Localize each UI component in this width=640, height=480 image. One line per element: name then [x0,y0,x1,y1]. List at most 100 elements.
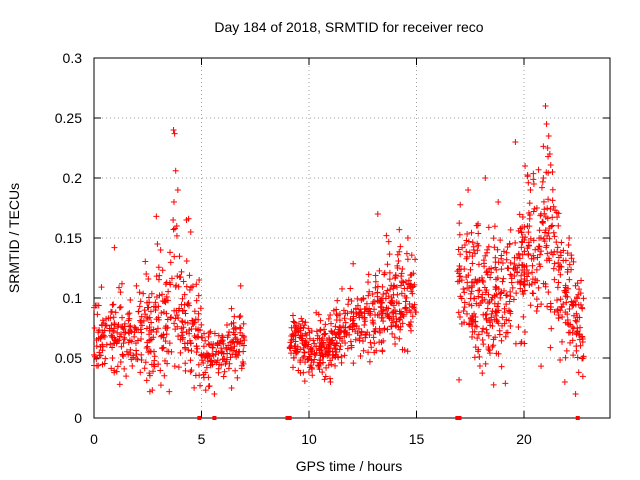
data-point [476,362,483,369]
data-point [479,277,486,284]
data-point [103,341,110,348]
data-point [233,348,240,355]
data-point [407,318,414,325]
data-point [553,209,560,216]
data-point [535,284,542,291]
data-point [328,361,335,368]
data-point [511,261,518,268]
outlier-point [543,121,550,127]
data-point [545,169,552,176]
data-point [575,369,582,376]
data-point [575,301,582,308]
data-point [408,252,415,259]
data-point [138,329,145,336]
data-point [562,309,569,316]
data-point [554,307,561,314]
data-point [137,369,144,376]
outlier-point [533,205,540,211]
data-point [482,360,489,367]
data-point [123,373,130,380]
data-point [200,374,207,381]
data-point [347,338,354,345]
data-point [373,347,380,354]
data-point [564,266,571,273]
data-point [503,316,510,323]
data-point [320,353,327,360]
data-point [466,249,473,256]
data-point [153,316,160,323]
data-point [155,276,162,283]
data-point [371,340,378,347]
data-point [461,299,468,306]
data-point [305,325,312,332]
data-point [505,307,512,314]
data-point [392,322,399,329]
data-point [332,323,339,330]
data-point [182,310,189,317]
data-point [367,339,374,346]
data-point [350,309,357,316]
zero-value-marker [575,416,580,420]
zero-value-marker [455,416,460,420]
data-point [155,264,162,271]
data-point [538,301,545,308]
data-points [91,103,587,420]
outlier-point [327,379,334,385]
data-point [506,241,513,248]
data-point [120,353,127,360]
data-point [126,330,133,337]
data-point [322,321,329,328]
data-point [365,292,372,299]
data-point [498,266,505,273]
data-point [177,349,184,356]
data-point [409,290,416,297]
outlier-point [228,385,235,391]
data-point [410,283,417,290]
data-point [515,324,522,331]
data-point [170,226,177,233]
data-point [188,284,195,291]
data-point [179,295,186,302]
outlier-point [540,175,547,181]
data-point [228,338,235,345]
data-point [567,321,574,328]
outlier-point [153,213,160,220]
data-point [310,337,317,344]
data-point [121,334,128,341]
y-tick-label: 0.05 [55,350,82,366]
data-point [300,369,307,376]
data-point [214,357,221,364]
data-point [163,325,170,332]
data-point [474,247,481,254]
data-point [402,305,409,312]
data-point [468,314,475,321]
data-point [407,327,414,334]
data-point [539,219,546,226]
data-point [486,350,493,357]
data-point [136,303,143,310]
data-point [298,315,305,322]
data-point [572,317,579,324]
outlier-point [542,103,549,109]
data-point [574,328,581,335]
y-tick-label: 0.1 [63,290,83,306]
data-point [397,323,404,330]
data-point [290,355,297,362]
x-tick-label: 10 [301,431,317,447]
data-point [323,364,330,371]
data-point [322,373,329,380]
data-point [467,266,474,273]
data-point [469,239,476,246]
data-point [555,259,562,266]
data-point [109,301,116,308]
data-point [337,335,344,342]
data-point [91,351,98,358]
data-point [116,304,123,311]
data-point [490,235,497,242]
data-point [555,222,562,229]
data-point [326,335,333,342]
data-point [473,323,480,330]
data-point [193,349,200,356]
data-point [473,222,480,229]
data-point [357,332,364,339]
